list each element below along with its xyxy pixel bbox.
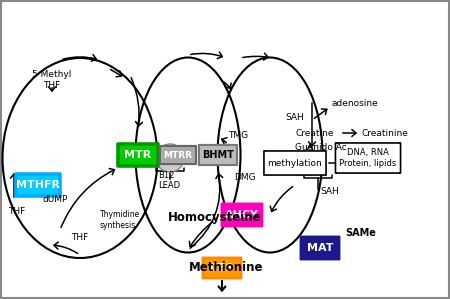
Text: B12: B12 [163,153,177,162]
Text: Homocysteine: Homocysteine [168,211,262,224]
Text: dUMP: dUMP [42,196,68,205]
FancyBboxPatch shape [301,237,339,259]
FancyBboxPatch shape [222,204,262,226]
FancyBboxPatch shape [203,258,241,278]
Text: MTRR: MTRR [163,150,193,159]
Text: DMG: DMG [234,173,256,182]
Text: TMG: TMG [228,130,248,140]
Text: methylation: methylation [268,158,322,167]
Text: Creatinine: Creatinine [362,129,409,138]
Text: THF: THF [8,208,25,216]
FancyBboxPatch shape [264,151,326,175]
Text: 5 Methyl
THF: 5 Methyl THF [32,70,72,90]
Text: AHCY: AHCY [225,210,259,220]
Text: Thymidine
synthesis: Thymidine synthesis [100,210,140,230]
Text: B12: B12 [158,172,175,181]
Circle shape [156,144,184,172]
Text: SAMe: SAMe [345,228,376,238]
Text: BHMT: BHMT [202,150,234,160]
FancyBboxPatch shape [199,145,237,165]
Text: SAH: SAH [320,187,339,196]
FancyBboxPatch shape [118,144,158,166]
Text: CBS: CBS [210,263,234,273]
Text: MAT: MAT [307,243,333,253]
Text: LEAD: LEAD [158,181,180,190]
Text: adenosine: adenosine [332,98,379,108]
Text: THF: THF [72,234,89,242]
Text: DNA, RNA
Protein, lipids: DNA, RNA Protein, lipids [339,148,396,168]
FancyBboxPatch shape [160,146,196,164]
Text: SAH: SAH [285,114,304,123]
FancyBboxPatch shape [16,174,60,196]
Text: Creatine: Creatine [295,129,333,138]
Text: Guanido Ac: Guanido Ac [295,144,347,152]
Text: MTHFR: MTHFR [16,180,60,190]
FancyBboxPatch shape [335,143,400,173]
Text: Methionine: Methionine [189,261,263,274]
Text: MTR: MTR [124,150,152,160]
